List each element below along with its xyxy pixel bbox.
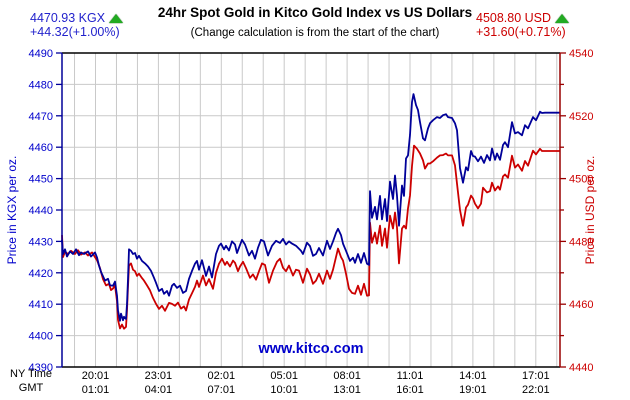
left-tick-label: 4400	[29, 331, 53, 343]
left-tick-label: 4450	[29, 174, 53, 186]
left-tick-label: 4460	[29, 142, 53, 154]
gmt-time-label: 22:01	[522, 384, 550, 396]
gmt-time-label: 16:01	[396, 384, 424, 396]
usd-quote: 4508.80 USD +31.60(+0.71%)	[476, 11, 570, 39]
ny-time-label: 17:01	[522, 370, 550, 382]
usd-series-line	[61, 144, 560, 330]
kgx-quote: 4470.93 KGX +44.32(+1.00%)	[30, 11, 124, 39]
kgx-price: 4470.93 KGX	[30, 11, 106, 25]
ny-time-label: 23:01	[145, 370, 173, 382]
up-arrow-icon	[109, 14, 124, 24]
left-axis-title: Price in KGX per oz.	[5, 156, 19, 265]
ny-time-label: 20:01	[82, 370, 110, 382]
gmt-time-label: 10:01	[270, 384, 298, 396]
right-tick-label: 4500	[569, 174, 593, 186]
left-tick-label: 4390	[29, 362, 53, 374]
kgx-series-line	[61, 93, 560, 322]
kitco-watermark-link[interactable]: www.kitco.com	[257, 341, 363, 357]
usd-price: 4508.80 USD	[476, 11, 552, 25]
gmt-time-label: 19:01	[459, 384, 487, 396]
left-tick-label: 4490	[29, 48, 53, 60]
ny-time-label: 02:01	[208, 370, 236, 382]
ny-time-label: 14:01	[459, 370, 487, 382]
right-axis-title: Price in USD per oz.	[583, 156, 597, 265]
right-tick-label: 4540	[569, 48, 593, 60]
timezone-label-ny: NY Time	[10, 368, 52, 380]
left-tick-label: 4480	[29, 79, 53, 91]
left-tick-label: 4440	[29, 205, 53, 217]
chart-subtitle: (Change calculation is from the start of…	[190, 27, 440, 39]
left-tick-label: 4430	[29, 236, 53, 248]
gmt-time-label: 07:01	[208, 384, 236, 396]
left-tick-label: 4420	[29, 268, 53, 280]
right-tick-label: 4460	[569, 299, 593, 311]
right-tick-label: 4480	[569, 236, 593, 248]
gmt-time-label: 04:01	[145, 384, 173, 396]
left-tick-label: 4410	[29, 299, 53, 311]
gmt-time-label: 13:01	[333, 384, 361, 396]
ny-time-label: 08:01	[333, 370, 361, 382]
ny-time-label: 05:01	[270, 370, 298, 382]
left-tick-label: 4470	[29, 111, 53, 123]
chart-title: 24hr Spot Gold in Kitco Gold Index vs US…	[157, 5, 473, 20]
right-tick-label: 4440	[569, 362, 593, 374]
usd-change: +31.60(+0.71%)	[476, 24, 566, 39]
ny-time-label: 11:01	[397, 370, 424, 382]
kgx-change: +44.32(+1.00%)	[30, 24, 120, 39]
up-arrow-icon	[555, 14, 570, 24]
timezone-label-gmt: GMT	[18, 382, 44, 394]
gmt-time-label: 01:01	[82, 384, 110, 396]
right-tick-label: 4520	[569, 111, 593, 123]
